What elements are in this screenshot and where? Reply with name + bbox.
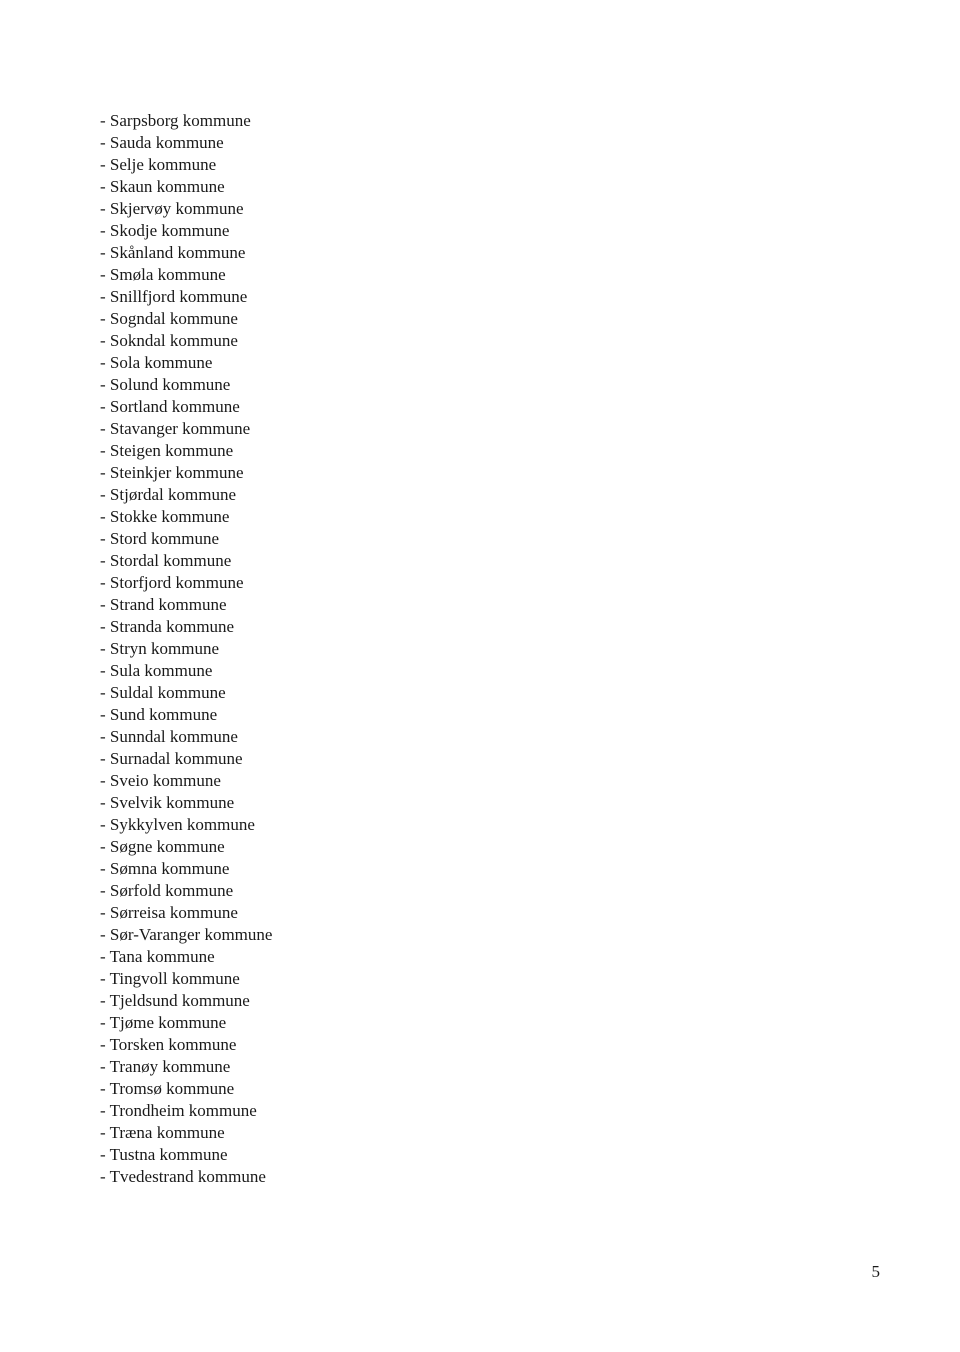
list-item: Sveio kommune (100, 770, 880, 792)
list-item: Surnadal kommune (100, 748, 880, 770)
document-page: Sarpsborg kommuneSauda kommuneSelje komm… (0, 0, 960, 1352)
list-item: Tvedestrand kommune (100, 1166, 880, 1188)
list-item: Sokndal kommune (100, 330, 880, 352)
list-item: Sørfold kommune (100, 880, 880, 902)
list-item: Stord kommune (100, 528, 880, 550)
list-item: Svelvik kommune (100, 792, 880, 814)
list-item: Sogndal kommune (100, 308, 880, 330)
list-item: Sør-Varanger kommune (100, 924, 880, 946)
list-item: Stjørdal kommune (100, 484, 880, 506)
list-item: Trondheim kommune (100, 1100, 880, 1122)
list-item: Suldal kommune (100, 682, 880, 704)
list-item: Stranda kommune (100, 616, 880, 638)
list-item: Skånland kommune (100, 242, 880, 264)
list-item: Tustna kommune (100, 1144, 880, 1166)
list-item: Strand kommune (100, 594, 880, 616)
list-item: Tjøme kommune (100, 1012, 880, 1034)
list-item: Stokke kommune (100, 506, 880, 528)
list-item: Tana kommune (100, 946, 880, 968)
list-item: Stordal kommune (100, 550, 880, 572)
list-item: Steinkjer kommune (100, 462, 880, 484)
list-item: Storfjord kommune (100, 572, 880, 594)
list-item: Sunndal kommune (100, 726, 880, 748)
list-item: Skaun kommune (100, 176, 880, 198)
list-item: Snillfjord kommune (100, 286, 880, 308)
list-item: Tromsø kommune (100, 1078, 880, 1100)
list-item: Sarpsborg kommune (100, 110, 880, 132)
list-item: Selje kommune (100, 154, 880, 176)
list-item: Sula kommune (100, 660, 880, 682)
list-item: Træna kommune (100, 1122, 880, 1144)
list-item: Tingvoll kommune (100, 968, 880, 990)
list-item: Sauda kommune (100, 132, 880, 154)
list-item: Stavanger kommune (100, 418, 880, 440)
list-item: Solund kommune (100, 374, 880, 396)
list-item: Steigen kommune (100, 440, 880, 462)
list-item: Sømna kommune (100, 858, 880, 880)
page-number: 5 (872, 1262, 881, 1282)
list-item: Sund kommune (100, 704, 880, 726)
list-item: Sortland kommune (100, 396, 880, 418)
kommune-list: Sarpsborg kommuneSauda kommuneSelje komm… (100, 110, 880, 1188)
list-item: Smøla kommune (100, 264, 880, 286)
list-item: Skodje kommune (100, 220, 880, 242)
list-item: Sola kommune (100, 352, 880, 374)
list-item: Torsken kommune (100, 1034, 880, 1056)
list-item: Tjeldsund kommune (100, 990, 880, 1012)
list-item: Søgne kommune (100, 836, 880, 858)
list-item: Sørreisa kommune (100, 902, 880, 924)
list-item: Tranøy kommune (100, 1056, 880, 1078)
list-item: Stryn kommune (100, 638, 880, 660)
list-item: Sykkylven kommune (100, 814, 880, 836)
list-item: Skjervøy kommune (100, 198, 880, 220)
